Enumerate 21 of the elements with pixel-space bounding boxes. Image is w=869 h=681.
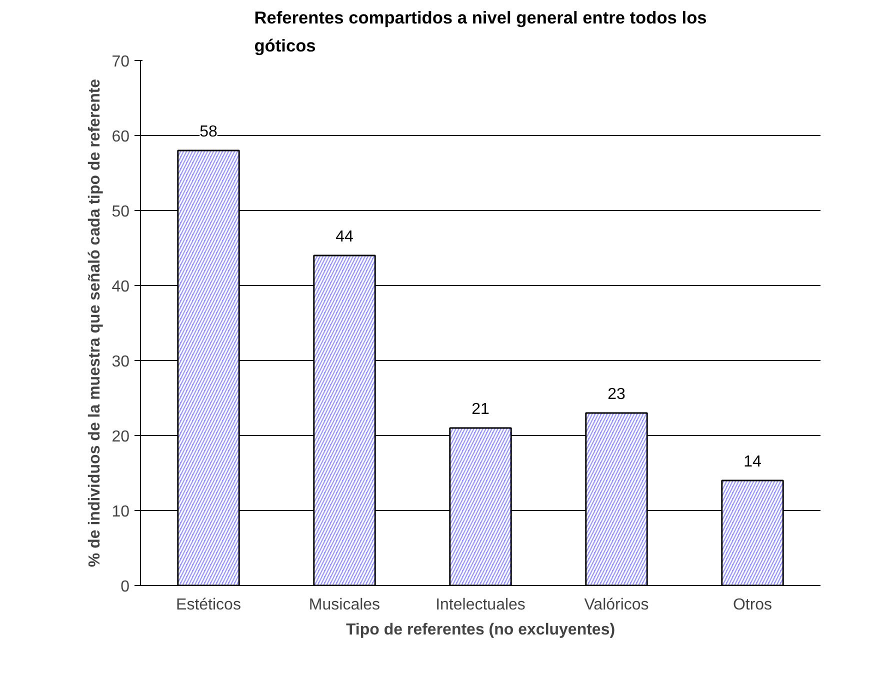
y-tick-label: 30 [112, 354, 130, 370]
x-tick-label: Intelectuales [436, 596, 526, 614]
chart-title: Referentes compartidos a nivel general entre todos los góticos [254, 8, 707, 56]
y-axis-title: % de individuos de la muestra que señaló cada tipo de referente [86, 78, 104, 568]
x-tick-label: Otros [732, 596, 772, 614]
y-tick-label: 0 [120, 578, 130, 596]
data-label: 58 [200, 124, 218, 140]
y-tick-label: 70 [112, 54, 130, 70]
data-label: 21 [472, 401, 490, 418]
data-label: 14 [744, 454, 762, 470]
y-tick-label: 40 [112, 278, 130, 296]
x-tick-label: Valóricos [584, 596, 649, 614]
data-label: 44 [336, 228, 354, 246]
data-label: 23 [608, 386, 626, 403]
x-axis-title: Tipo de referentes (no excluyentes) [346, 622, 616, 638]
y-tick-label: 10 [112, 504, 130, 520]
x-tick-label: Estéticos [176, 596, 241, 614]
y-tick-label: 50 [112, 204, 130, 220]
x-tick-label: Musicales [308, 596, 380, 614]
y-tick-label: 20 [112, 428, 130, 446]
y-tick-label: 60 [112, 128, 130, 146]
